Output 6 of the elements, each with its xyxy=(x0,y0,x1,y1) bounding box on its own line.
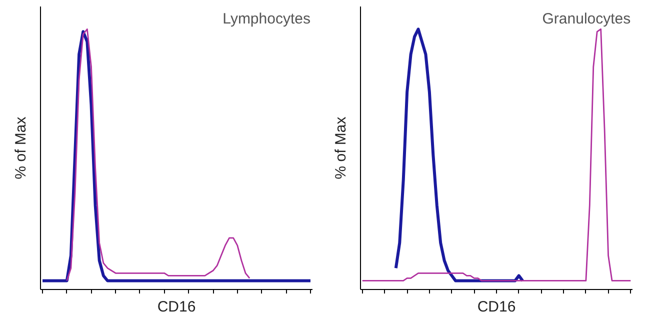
y-axis-title: % of Max xyxy=(12,116,30,180)
text: Granulocytes xyxy=(542,10,631,28)
y-axis-title: % of Max xyxy=(332,116,350,180)
x-axis-title: CD16 xyxy=(477,298,516,316)
x-axis-title: CD16 xyxy=(157,298,196,316)
text: Lymphocytes xyxy=(222,10,310,28)
